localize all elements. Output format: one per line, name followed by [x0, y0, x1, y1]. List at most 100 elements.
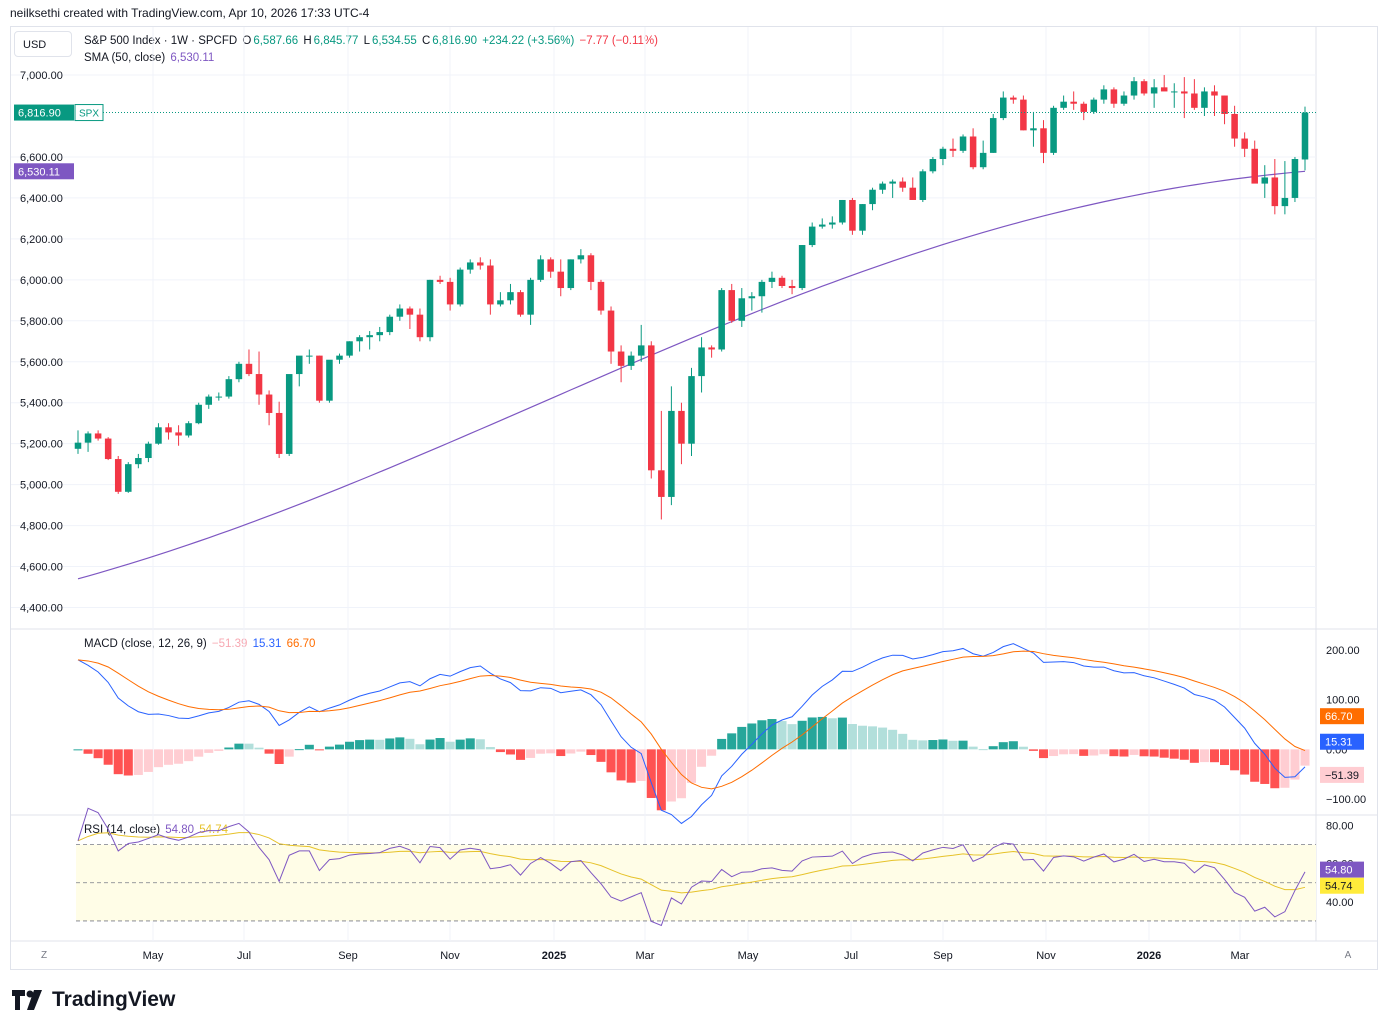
- price-tick-label: 5,000.00: [20, 480, 63, 492]
- macd-histogram-bar: [1179, 749, 1189, 760]
- macd-histogram-bar: [1049, 749, 1059, 757]
- candle-body: [507, 292, 514, 301]
- macd-histogram-bar: [928, 740, 938, 750]
- macd-histogram-bar: [304, 744, 314, 750]
- candle-body: [326, 359, 333, 401]
- macd-histogram-bar: [606, 749, 616, 773]
- macd-signal-value: 66.70: [286, 638, 316, 650]
- macd-histogram-bar: [505, 749, 515, 755]
- macd-line: [77, 643, 1306, 825]
- macd-histogram-bar: [1018, 746, 1028, 750]
- candle-body: [537, 259, 544, 280]
- candle-body: [426, 279, 434, 338]
- open-value: 6,587.66: [253, 35, 299, 47]
- price-tick-label: 5,400.00: [20, 398, 63, 410]
- macd-histogram-bar: [174, 749, 184, 764]
- candle-body: [919, 171, 927, 200]
- candle-body: [386, 316, 394, 333]
- candle-body: [718, 290, 725, 350]
- macd-histogram-bar: [656, 749, 666, 811]
- macd-histogram-bar: [807, 717, 817, 750]
- macd-hist-value: −51.39: [211, 638, 248, 650]
- macd-histogram-bar: [1260, 749, 1270, 784]
- candle-body: [798, 245, 806, 289]
- candle-body: [567, 259, 575, 289]
- zoom-reset-button[interactable]: Z: [40, 950, 48, 961]
- candle-body: [446, 281, 454, 305]
- candle-body: [768, 277, 776, 282]
- main-legend: S&P 500 Index · 1W · SPCFD O 6,587.66 H 6,…: [84, 35, 660, 47]
- macd-histogram-bar: [827, 718, 837, 750]
- candle-body: [487, 265, 494, 305]
- candle-body: [255, 374, 263, 395]
- macd-histogram-bar: [355, 740, 365, 750]
- macd-histogram-bar: [1109, 749, 1119, 757]
- sma-legend: SMA (50, close) 6,530.11: [84, 52, 216, 64]
- candle-body: [205, 396, 213, 405]
- candle-body: [346, 341, 353, 356]
- candle-body: [1281, 197, 1289, 207]
- candle-body: [1090, 99, 1098, 112]
- macd-histogram-bar: [1250, 749, 1260, 782]
- candle-body: [94, 433, 102, 439]
- symbol-title[interactable]: S&P 500 Index · 1W · SPCFD: [84, 35, 238, 47]
- candle-body: [456, 269, 464, 305]
- time-tick-label: Mar: [636, 950, 655, 962]
- macd-histogram-bar: [837, 717, 847, 750]
- rsi-tick-label: 80.00: [1326, 821, 1354, 833]
- price-badge: 6,816.90: [18, 108, 61, 120]
- sma-label[interactable]: SMA (50, close): [84, 52, 166, 64]
- macd-histogram-bar: [73, 749, 83, 751]
- macd-histogram-bar: [847, 724, 857, 750]
- macd-histogram-bar: [294, 749, 304, 751]
- candle-body: [1120, 95, 1128, 104]
- candle-body: [1100, 89, 1108, 100]
- macd-line-value: 15.31: [252, 638, 282, 650]
- candle-body: [658, 470, 665, 497]
- macd-histogram-bar: [425, 739, 435, 750]
- macd-histogram-bar: [787, 724, 797, 750]
- macd-line-badge: 15.31: [1325, 737, 1353, 749]
- candle-body: [1010, 97, 1017, 100]
- currency-selector[interactable]: USD: [14, 31, 72, 57]
- auto-scale-button[interactable]: A: [1344, 950, 1352, 961]
- price-tick-label: 4,800.00: [20, 521, 63, 533]
- candle-body: [356, 337, 363, 342]
- macd-histogram-bar: [133, 749, 143, 775]
- time-tick-label: 2025: [542, 950, 566, 962]
- macd-histogram-bar: [1099, 749, 1109, 755]
- candle-body: [517, 292, 524, 315]
- candle-body: [899, 181, 906, 188]
- macd-histogram-bar: [626, 749, 636, 783]
- close-value: 6,816.90: [432, 35, 478, 47]
- candle-body: [808, 226, 816, 246]
- candle-body: [155, 427, 162, 444]
- candle-body: [1050, 107, 1057, 153]
- candle-body: [1020, 99, 1027, 131]
- macd-histogram-bar: [938, 739, 948, 750]
- macd-histogram-bar: [103, 749, 113, 765]
- signal-line: [77, 650, 1306, 790]
- candle-body: [829, 222, 836, 225]
- macd-histogram-bar: [405, 738, 415, 750]
- macd-histogram-bar: [395, 737, 405, 750]
- ticker-badge-bg: [74, 104, 104, 122]
- macd-label[interactable]: MACD (close, 12, 26, 9): [84, 638, 207, 650]
- candle-body: [225, 379, 233, 397]
- candle-body: [1130, 81, 1138, 96]
- macd-histogram-bar: [1059, 749, 1069, 755]
- time-tick-label: Sep: [933, 950, 953, 962]
- price-tick-label: 6,600.00: [20, 152, 63, 164]
- candle-body: [1140, 81, 1148, 94]
- ticker-badge: SPX: [79, 109, 99, 120]
- macd-histogram-bar: [878, 727, 888, 750]
- macd-histogram-bar: [1300, 749, 1310, 766]
- candle-body: [688, 376, 695, 444]
- macd-histogram-bar: [1159, 749, 1169, 758]
- candle-body: [959, 136, 967, 151]
- macd-histogram-bar: [214, 749, 224, 751]
- macd-histogram-bar: [204, 749, 214, 753]
- candle-body: [1150, 87, 1158, 94]
- macd-histogram-bar: [918, 740, 928, 750]
